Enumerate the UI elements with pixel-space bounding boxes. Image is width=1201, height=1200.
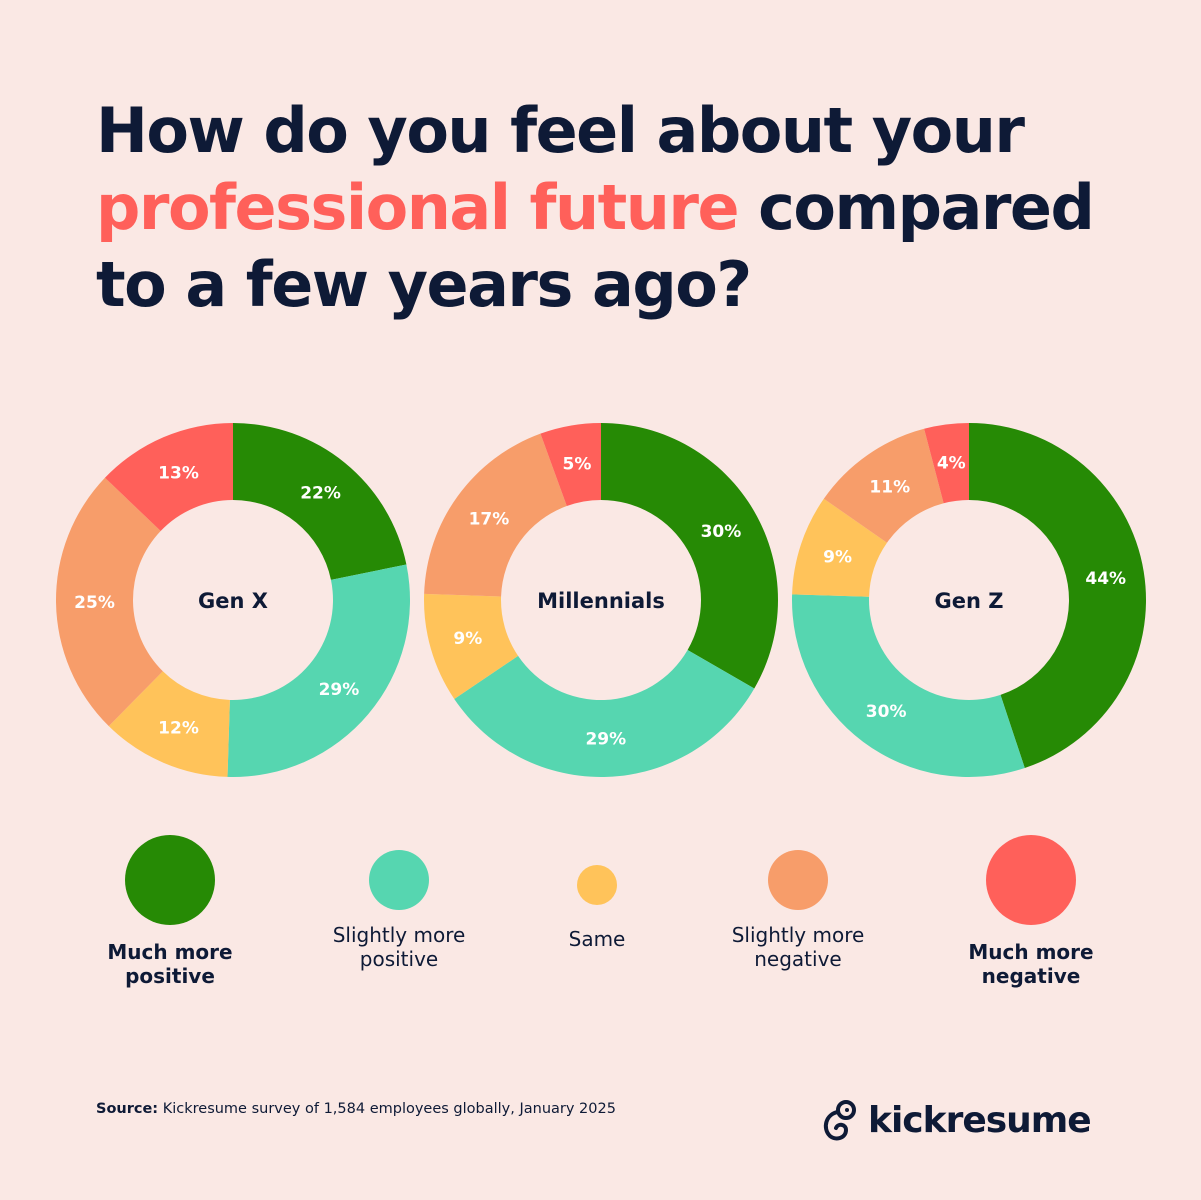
data-label: 44% <box>1085 569 1126 589</box>
donut-charts: 22% 29% 12% 25% 13% Gen X 30% 29% 9% 17% 5% Millenn… <box>55 423 1147 777</box>
source-label: Source: <box>96 1101 159 1117</box>
donut-slice <box>601 423 778 689</box>
donut-slice <box>924 423 969 504</box>
legend-swatch <box>577 865 617 905</box>
legend-item: Slightly more positive <box>299 850 499 971</box>
data-label: 22% <box>300 484 341 504</box>
donut-slice <box>227 564 411 777</box>
donut-center-label: Gen X <box>198 589 268 613</box>
donut-center-label: Gen Z <box>935 589 1004 613</box>
data-label: 11% <box>869 477 910 497</box>
data-label: 30% <box>701 522 742 542</box>
donut-gen-x: 22% 29% 12% 25% 13% Gen X <box>55 423 411 777</box>
legend-swatch <box>369 850 429 910</box>
legend-item: Slightly more negative <box>698 850 898 971</box>
donut-slice <box>540 423 601 507</box>
legend-label: Much more negative <box>968 940 1094 988</box>
donut-slice <box>823 428 944 543</box>
title-part2: compared to a few years ago? <box>96 171 1095 321</box>
donut-slice <box>424 433 567 597</box>
kickresume-logo-icon <box>823 1100 856 1141</box>
legend-swatch <box>125 835 215 925</box>
legend-label: Same <box>568 927 626 951</box>
legend-label: Much more positive <box>107 940 233 988</box>
data-label: 9% <box>453 629 482 649</box>
data-label: 5% <box>563 455 592 475</box>
legend-item: Much more negative <box>931 835 1131 988</box>
data-label: 13% <box>158 464 199 484</box>
legend-label: Slightly more negative <box>731 923 865 971</box>
donut-slice <box>454 650 755 777</box>
legend: Much more positive Slightly more positive… <box>0 835 1201 995</box>
legend-swatch <box>768 850 828 910</box>
legend-item: Much more positive <box>70 835 270 988</box>
data-label: 25% <box>74 593 115 613</box>
legend-item: Same <box>497 865 697 951</box>
donut-slice <box>55 477 163 727</box>
title-part1: How do you feel about your <box>96 94 1025 167</box>
data-label: 30% <box>866 702 907 722</box>
donut-gen-z: 44% 30% 9% 11% 4% Gen Z <box>792 423 1147 777</box>
donut-slice <box>108 671 230 777</box>
source-text: Kickresume survey of 1,584 employees glo… <box>158 1101 616 1117</box>
data-label: 9% <box>823 547 852 567</box>
legend-swatch <box>986 835 1076 925</box>
title-highlight: professional future <box>96 171 740 244</box>
donut-slice <box>969 423 1147 768</box>
kickresume-logo: kickresume <box>820 1098 1092 1142</box>
donut-slice <box>104 423 233 531</box>
data-label: 29% <box>319 680 360 700</box>
data-label: 17% <box>469 510 510 530</box>
donut-center-label: Millennials <box>537 589 665 613</box>
donut-slice <box>792 498 887 597</box>
donut-slice <box>424 593 519 699</box>
data-label: 29% <box>585 729 626 749</box>
donut-slice <box>792 594 1025 777</box>
legend-label: Slightly more positive <box>332 923 466 971</box>
data-label: 4% <box>937 454 966 474</box>
source-note: Source: Kickresume survey of 1,584 emplo… <box>96 1101 616 1117</box>
data-label: 12% <box>158 718 199 738</box>
page-title: How do you feel about your professional … <box>96 92 1156 323</box>
donut-millennials: 30% 29% 9% 17% 5% Millennials <box>424 423 778 777</box>
kickresume-logo-text: kickresume <box>868 1099 1092 1141</box>
donut-slice <box>233 423 407 580</box>
